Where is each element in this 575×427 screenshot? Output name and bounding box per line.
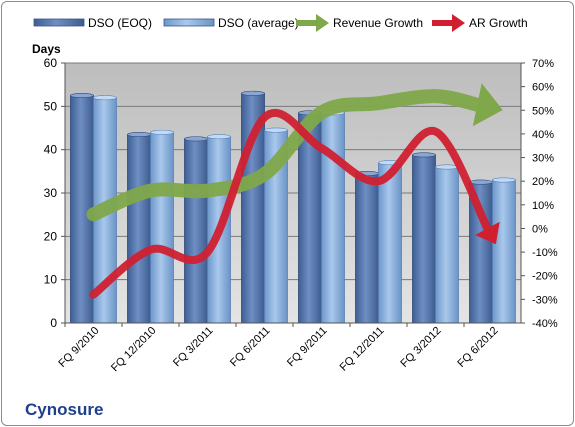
legend-label-ar-growth: AR Growth [469, 16, 528, 30]
left-tick-label: 0 [50, 316, 57, 330]
right-tick-label: -30% [532, 294, 558, 306]
ar-growth-line [89, 108, 492, 299]
left-tick-label: 30 [44, 186, 58, 200]
right-tick-label: -20% [532, 271, 558, 283]
bar-dso-eoq [412, 154, 436, 324]
revenue-growth-arrowhead [472, 83, 503, 127]
bar-dso-average [150, 131, 174, 324]
bar-dso-average [321, 112, 345, 324]
bar-cap-dso-average [264, 127, 288, 133]
right-tick-label: -40% [532, 318, 558, 330]
bar-dso-eoq [184, 138, 208, 324]
bar-cap-dso-eoq [241, 90, 265, 96]
right-tick-label: -10% [532, 247, 558, 259]
right-tick-label: 30% [532, 153, 554, 165]
bar-dso-average [492, 179, 516, 324]
legend-label-revenue-growth: Revenue Growth [333, 16, 423, 30]
x-tick-label: FQ 9/2011 [285, 325, 330, 370]
bar-dso-average [435, 166, 459, 324]
left-tick-label: 60 [44, 56, 58, 70]
bar-cap-dso-eoq [412, 152, 436, 158]
bar-dso-average [378, 162, 402, 324]
legend-swatch-dso-eoq [33, 18, 85, 27]
bar-dso-eoq [355, 173, 379, 324]
legend: DSO (EOQ) DSO (average) Revenue Growth AR G… [33, 14, 528, 32]
x-tick-label: FQ 3/2012 [398, 325, 443, 370]
left-tick-label: 50 [44, 99, 58, 113]
right-tick-label: 60% [532, 82, 554, 94]
bar-cap-dso-average [150, 129, 174, 135]
right-tick-label: 70% [532, 58, 554, 70]
legend-label-dso-eoq: DSO (EOQ) [88, 16, 152, 30]
x-tick-label: FQ 12/2011 [338, 325, 387, 374]
x-tick-label: FQ 6/2012 [455, 325, 500, 370]
right-tick-label: 50% [532, 105, 554, 117]
bar-cap-dso-eoq [70, 93, 94, 99]
bar-cap-dso-average [93, 95, 117, 101]
left-tick-label: 10 [44, 273, 58, 287]
growth-lines [86, 83, 503, 299]
right-tick-label: 20% [532, 176, 554, 188]
bars [70, 90, 516, 324]
right-tick-label: 40% [532, 129, 554, 141]
bar-cap-dso-eoq [469, 179, 493, 185]
bar-cap-dso-average [492, 177, 516, 183]
chart-caption: Cynosure [25, 400, 103, 419]
bar-cap-dso-average [207, 134, 231, 140]
legend-arrowhead-revenue-growth [316, 14, 329, 32]
legend-swatch-dso-average [163, 18, 215, 27]
bar-cap-dso-eoq [184, 136, 208, 142]
x-tick-label: FQ 6/2011 [228, 325, 273, 370]
bar-dso-eoq [127, 134, 151, 324]
legend-arrowhead-ar-growth [452, 14, 465, 32]
x-tick-label: FQ 3/2011 [171, 325, 216, 370]
legend-label-dso-average: DSO (average) [218, 16, 299, 30]
x-tick-label: FQ 12/2010 [109, 325, 159, 375]
ar-growth-arrowhead [475, 221, 500, 245]
bar-cap-dso-eoq [127, 132, 151, 138]
left-axis-label: Days [32, 42, 61, 56]
right-tick-label: 0% [532, 223, 548, 235]
left-tick-label: 20 [44, 229, 58, 243]
revenue-growth-line [86, 89, 485, 222]
x-tick-label: FQ 9/2010 [56, 325, 101, 370]
right-tick-label: 10% [532, 200, 554, 212]
left-tick-label: 40 [44, 143, 58, 157]
bar-cap-dso-average [435, 164, 459, 170]
